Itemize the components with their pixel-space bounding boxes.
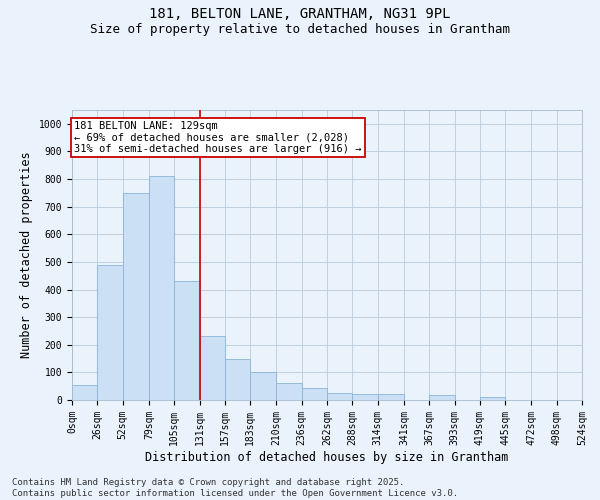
X-axis label: Distribution of detached houses by size in Grantham: Distribution of detached houses by size … — [145, 450, 509, 464]
Bar — [377, 394, 404, 400]
Bar — [225, 358, 250, 400]
Text: Contains HM Land Registry data © Crown copyright and database right 2025.
Contai: Contains HM Land Registry data © Crown c… — [12, 478, 458, 498]
Bar — [174, 281, 200, 400]
Bar — [352, 394, 377, 400]
Bar — [97, 264, 122, 400]
Bar — [277, 384, 302, 400]
Text: 181, BELTON LANE, GRANTHAM, NG31 9PL: 181, BELTON LANE, GRANTHAM, NG31 9PL — [149, 8, 451, 22]
Bar — [122, 193, 149, 400]
Text: Size of property relative to detached houses in Grantham: Size of property relative to detached ho… — [90, 22, 510, 36]
Bar — [327, 393, 352, 400]
Bar — [149, 176, 174, 400]
Bar — [72, 385, 97, 400]
Bar — [250, 372, 277, 400]
Text: 181 BELTON LANE: 129sqm
← 69% of detached houses are smaller (2,028)
31% of semi: 181 BELTON LANE: 129sqm ← 69% of detache… — [74, 121, 361, 154]
Bar — [199, 336, 225, 400]
Bar — [429, 395, 455, 400]
Y-axis label: Number of detached properties: Number of detached properties — [20, 152, 33, 358]
Bar — [302, 388, 327, 400]
Bar — [480, 397, 505, 400]
